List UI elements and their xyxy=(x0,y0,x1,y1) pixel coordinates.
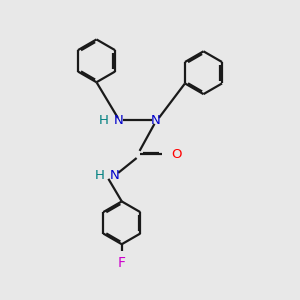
Text: H: H xyxy=(94,169,104,182)
Text: O: O xyxy=(171,148,182,161)
Text: F: F xyxy=(118,256,126,270)
Text: N: N xyxy=(114,114,124,127)
Text: H: H xyxy=(99,114,109,127)
Text: N: N xyxy=(109,169,119,182)
Text: N: N xyxy=(151,114,161,127)
